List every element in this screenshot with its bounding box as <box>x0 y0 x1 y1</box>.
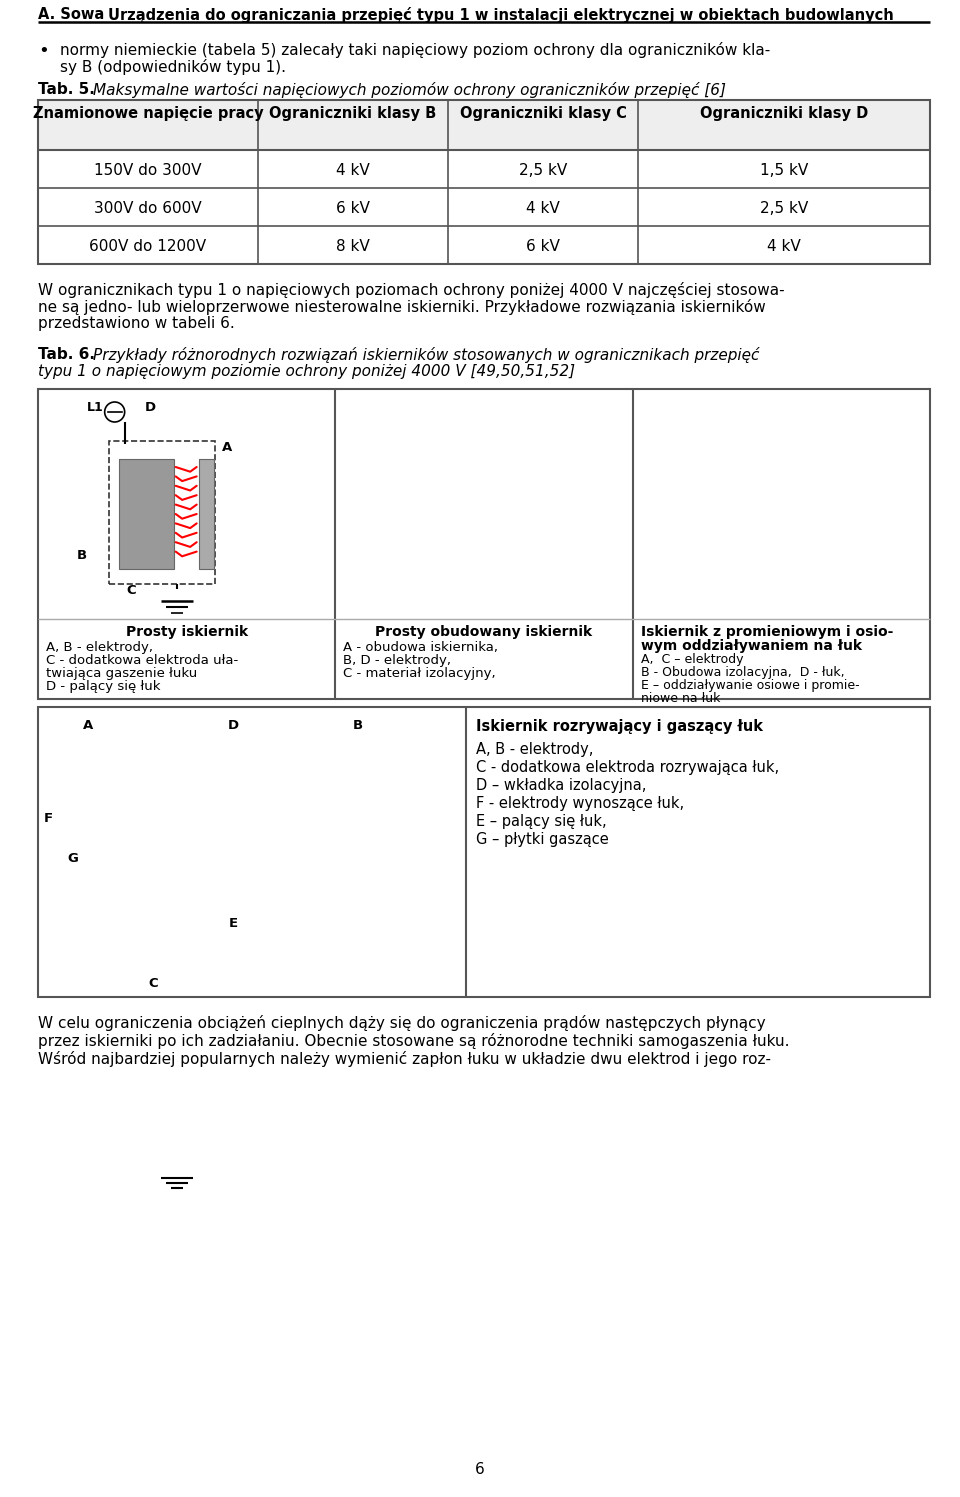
Bar <box>119 460 174 569</box>
Text: W celu ograniczenia obciążeń cieplnych dąży się do ograniczenia prądów następczy: W celu ograniczenia obciążeń cieplnych d… <box>38 1015 766 1031</box>
Text: C - dodatkowa elektroda uła-: C - dodatkowa elektroda uła- <box>46 654 238 668</box>
Text: 300V do 600V: 300V do 600V <box>94 201 202 216</box>
Bar <box>199 460 214 569</box>
Bar <box>38 389 930 699</box>
Text: G – płytki gaszące: G – płytki gaszące <box>476 832 609 847</box>
Text: Ograniczniki klasy C: Ograniczniki klasy C <box>460 106 627 121</box>
Text: A,  C – elektrody: A, C – elektrody <box>640 653 743 666</box>
Text: B: B <box>77 549 86 561</box>
Text: B - Obudowa izolacyjna,  D - łuk,: B - Obudowa izolacyjna, D - łuk, <box>640 666 844 680</box>
Bar <box>38 100 930 263</box>
Text: 4 kV: 4 kV <box>336 163 370 178</box>
Text: E – oddziaływanie osiowe i promie-: E – oddziaływanie osiowe i promie- <box>640 680 859 692</box>
Text: 2,5 kV: 2,5 kV <box>518 163 567 178</box>
Text: F: F <box>43 811 53 825</box>
Text: 8 kV: 8 kV <box>336 240 370 254</box>
Text: 600V do 1200V: 600V do 1200V <box>89 240 206 254</box>
Text: Iskiernik rozrywający i gaszący łuk: Iskiernik rozrywający i gaszący łuk <box>476 719 763 734</box>
Text: sy B (odpowiedników typu 1).: sy B (odpowiedników typu 1). <box>60 58 286 75</box>
Text: ne są jedno- lub wieloprzerwowe niesterowalne iskierniki. Przykładowe rozwiązani: ne są jedno- lub wieloprzerwowe niestero… <box>38 299 766 314</box>
Text: Wśród najbardziej popularnych należy wymienić zapłon łuku w układzie dwu elektro: Wśród najbardziej popularnych należy wym… <box>38 1051 771 1067</box>
Text: B, D - elektrody,: B, D - elektrody, <box>344 654 451 668</box>
Text: Prosty iskiernik: Prosty iskiernik <box>126 626 248 639</box>
Text: B: B <box>353 719 363 732</box>
Text: A. Sowa: A. Sowa <box>38 7 105 22</box>
Bar <box>38 707 930 997</box>
Text: E: E <box>228 918 237 930</box>
Text: twiająca gaszenie łuku: twiająca gaszenie łuku <box>46 668 197 680</box>
Text: E – palący się łuk,: E – palący się łuk, <box>476 814 607 829</box>
Bar <box>38 100 930 150</box>
Text: niowe na łuk: niowe na łuk <box>640 692 720 705</box>
Text: 1,5 kV: 1,5 kV <box>760 163 808 178</box>
Text: 6 kV: 6 kV <box>336 201 370 216</box>
Text: W ogranicznikach typu 1 o napięciowych poziomach ochrony poniżej 4000 V najczęśc: W ogranicznikach typu 1 o napięciowych p… <box>38 281 784 298</box>
Text: 6 kV: 6 kV <box>526 240 560 254</box>
Text: Ograniczniki klasy D: Ograniczniki klasy D <box>700 106 868 121</box>
Text: •: • <box>38 42 49 60</box>
Text: przedstawiono w tabeli 6.: przedstawiono w tabeli 6. <box>38 316 235 331</box>
Text: C: C <box>127 584 136 597</box>
Text: 150V do 300V: 150V do 300V <box>94 163 202 178</box>
Text: 4 kV: 4 kV <box>526 201 560 216</box>
Text: Iskiernik z promieniowym i osio-: Iskiernik z promieniowym i osio- <box>640 626 893 639</box>
Text: L1: L1 <box>86 401 104 415</box>
Text: Znamionowe napięcie pracy: Znamionowe napięcie pracy <box>33 106 263 121</box>
Text: 4 kV: 4 kV <box>767 240 801 254</box>
Text: A: A <box>222 442 232 454</box>
Text: A, B - elektrody,: A, B - elektrody, <box>46 641 153 654</box>
Text: A - obudowa iskiernika,: A - obudowa iskiernika, <box>344 641 498 654</box>
Text: G: G <box>67 852 79 865</box>
Text: D – wkładka izolacyjna,: D – wkładka izolacyjna, <box>476 778 646 793</box>
Text: typu 1 o napięciowym poziomie ochrony poniżej 4000 V [49,50,51,52]: typu 1 o napięciowym poziomie ochrony po… <box>38 364 575 379</box>
Text: D - palący się łuk: D - palący się łuk <box>46 680 160 693</box>
Bar <box>119 460 174 569</box>
Text: wym oddziaływaniem na łuk: wym oddziaływaniem na łuk <box>640 639 862 653</box>
Text: F - elektrody wynoszące łuk,: F - elektrody wynoszące łuk, <box>476 796 684 811</box>
Text: 2,5 kV: 2,5 kV <box>760 201 808 216</box>
Text: Tab. 6.: Tab. 6. <box>38 347 95 362</box>
Text: Prosty obudowany iskiernik: Prosty obudowany iskiernik <box>375 626 592 639</box>
Text: Przykłady różnorodnych rozwiązań iskierników stosowanych w ogranicznikach przepi: Przykłady różnorodnych rozwiązań iskiern… <box>93 347 759 362</box>
Text: C: C <box>148 978 157 990</box>
Text: przez iskierniki po ich zadziałaniu. Obecnie stosowane są różnorodne techniki sa: przez iskierniki po ich zadziałaniu. Obe… <box>38 1033 789 1049</box>
Text: normy niemieckie (tabela 5) zalecały taki napięciowy poziom ochrony dla ogranicz: normy niemieckie (tabela 5) zalecały tak… <box>60 42 770 58</box>
Text: C - dodatkowa elektroda rozrywająca łuk,: C - dodatkowa elektroda rozrywająca łuk, <box>476 760 780 775</box>
Text: Maksymalne wartości napięciowych poziomów ochrony ograniczników przepięć [6]: Maksymalne wartości napięciowych poziomó… <box>93 82 726 97</box>
Text: Ograniczniki klasy B: Ograniczniki klasy B <box>270 106 437 121</box>
Text: A: A <box>83 719 93 732</box>
Text: 6: 6 <box>475 1463 485 1478</box>
Bar <box>199 460 214 569</box>
Text: D: D <box>228 719 239 732</box>
Bar <box>108 442 215 584</box>
Text: D: D <box>145 401 156 415</box>
Text: Tab. 5.: Tab. 5. <box>38 82 95 97</box>
Text: A, B - elektrody,: A, B - elektrody, <box>476 743 593 757</box>
Text: Urządzenia do ograniczania przepięć typu 1 w instalacji elektrycznej w obiektach: Urządzenia do ograniczania przepięć typu… <box>108 7 894 22</box>
Text: C - materiał izolacyjny,: C - materiał izolacyjny, <box>344 668 496 680</box>
